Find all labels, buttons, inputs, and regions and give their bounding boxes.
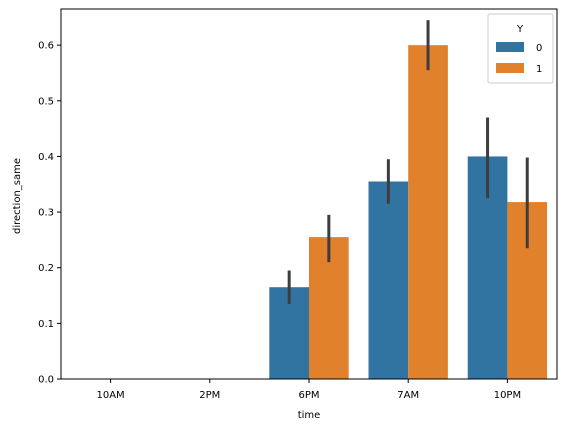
y-tick-label: 0.5 [38,96,54,107]
y-tick-label: 0.2 [38,263,54,274]
bar-7AM-series-1 [408,45,448,380]
x-tick-label: 6PM [298,390,319,401]
x-tick-label: 10AM [96,390,124,401]
legend-title: Y [516,24,524,35]
y-tick-label: 0.3 [38,208,54,219]
legend-label-series-0: 0 [536,43,542,54]
y-tick-label: 0.0 [38,375,54,386]
legend: Y 0 1 [487,13,554,84]
legend-label-series-1: 1 [536,64,542,75]
x-tick-label: 2PM [199,390,220,401]
bar-7AM-series-0 [368,181,409,379]
x-tick-label: 10PM [494,390,521,401]
y-tick-label: 0.4 [38,152,54,163]
y-tick-label: 0.6 [38,41,54,52]
axes-frame [60,8,558,380]
x-tick-label: 7AM [397,390,419,401]
y-tick-label: 0.1 [38,319,54,330]
legend-swatch-series-1 [496,63,524,73]
plot-area: 0.0 0.1 0.2 0.3 0.4 0.5 0.6 10AM 2PM 6PM 7AM 10PM [38,8,558,401]
x-axis-label: time [298,410,321,421]
y-axis-label: direction_same [12,158,23,234]
legend-swatch-series-0 [496,42,524,52]
